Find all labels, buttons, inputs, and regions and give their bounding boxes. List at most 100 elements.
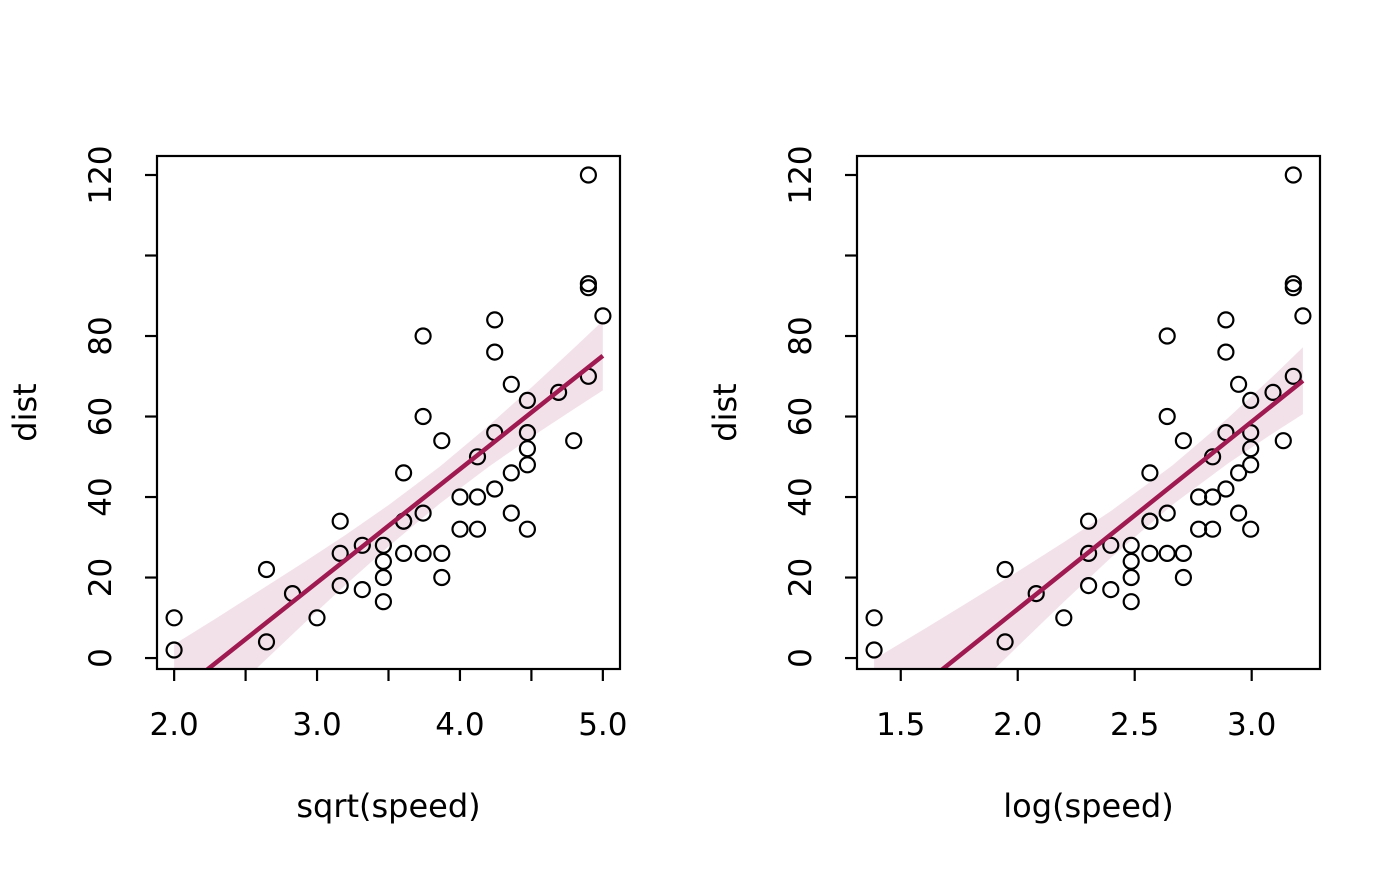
data-point xyxy=(1122,593,1140,611)
data-point xyxy=(1079,576,1098,595)
y-tick-label: 0 xyxy=(83,648,119,668)
x-tick-label: 3.0 xyxy=(1227,707,1276,743)
data-point xyxy=(1242,456,1260,474)
data-point xyxy=(1284,275,1302,293)
data-point xyxy=(1158,544,1176,563)
data-point xyxy=(1158,407,1176,426)
y-tick-label: 20 xyxy=(783,558,819,597)
y-tick-label: 60 xyxy=(83,397,119,436)
regression-line xyxy=(204,353,605,669)
data-point xyxy=(1122,552,1140,571)
data-point xyxy=(1158,327,1176,345)
data-point xyxy=(579,275,598,293)
data-point xyxy=(996,560,1014,579)
data-point xyxy=(331,544,349,563)
data-point xyxy=(486,343,504,361)
data-point xyxy=(1141,512,1159,530)
data-point xyxy=(502,464,520,482)
y-axis-title-left: dist xyxy=(6,383,44,441)
data-point xyxy=(1242,520,1260,538)
x-tick-label: 2.0 xyxy=(993,707,1042,743)
data-point xyxy=(1284,367,1302,385)
data-point xyxy=(414,407,432,426)
y-tick-label: 60 xyxy=(783,397,819,436)
data-point xyxy=(1217,311,1235,329)
data-point xyxy=(486,480,504,498)
confidence-band xyxy=(874,347,1303,669)
y-tick-label: 120 xyxy=(783,145,819,204)
plot-area xyxy=(865,166,1312,669)
data-point xyxy=(1217,480,1235,498)
data-point xyxy=(1264,383,1282,401)
data-point xyxy=(594,307,612,325)
data-point xyxy=(414,504,432,522)
y-tick-label: 80 xyxy=(83,316,119,355)
y-axis-title-right: dist xyxy=(706,383,744,441)
y-tick-label: 40 xyxy=(83,477,119,516)
y-tick-label: 40 xyxy=(783,477,819,516)
data-point xyxy=(1229,464,1248,482)
y-tick-label: 80 xyxy=(783,316,819,355)
data-point xyxy=(1141,544,1159,563)
data-point xyxy=(1102,580,1120,599)
data-point xyxy=(468,520,487,538)
data-point xyxy=(1274,432,1292,450)
x-axis-title-left: sqrt(speed) xyxy=(296,787,480,825)
data-point xyxy=(865,641,883,659)
data-point xyxy=(395,544,413,563)
data-point xyxy=(433,432,451,450)
data-point xyxy=(1141,464,1159,482)
x-tick-label: 1.5 xyxy=(876,707,925,743)
data-point xyxy=(257,560,276,579)
data-point xyxy=(1079,544,1098,563)
data-point xyxy=(502,375,520,393)
data-point xyxy=(1079,512,1098,530)
data-point xyxy=(1229,375,1248,393)
data-point xyxy=(165,609,183,627)
y-tick-label: 0 xyxy=(783,648,819,668)
plot-box xyxy=(855,154,1322,671)
data-point xyxy=(468,448,487,466)
plot-area xyxy=(165,166,612,669)
regression-line xyxy=(939,378,1305,669)
x-axis-title-right: log(speed) xyxy=(1003,787,1173,825)
data-point xyxy=(308,609,326,627)
data-point xyxy=(1158,504,1176,522)
data-point xyxy=(1229,504,1248,522)
data-point xyxy=(518,520,537,538)
data-point xyxy=(468,488,487,506)
data-point xyxy=(518,391,537,409)
panel-sqrt-speed-: 2.0 3.0 4.0 5.0 0 20 40 60 80 120 xyxy=(83,145,628,743)
confidence-band xyxy=(174,320,603,669)
x-tick-label: 5.0 xyxy=(578,707,627,743)
x-tick-label: 4.0 xyxy=(435,707,484,743)
data-point xyxy=(518,456,537,474)
data-point xyxy=(451,488,469,506)
y-tick-label: 20 xyxy=(83,558,119,597)
data-point xyxy=(1122,568,1140,587)
data-point xyxy=(1102,536,1120,554)
data-point xyxy=(257,633,276,651)
data-point xyxy=(486,311,504,329)
x-tick-label: 2.5 xyxy=(1110,707,1159,743)
data-point xyxy=(996,633,1014,651)
data-point xyxy=(1242,391,1260,409)
data-point xyxy=(549,383,568,401)
data-point xyxy=(1027,584,1045,603)
data-point xyxy=(1203,520,1222,538)
data-point xyxy=(1122,536,1140,554)
data-point xyxy=(1284,166,1302,184)
data-point xyxy=(374,552,392,571)
data-point xyxy=(1055,609,1073,627)
x-tick-label: 2.0 xyxy=(149,707,198,743)
data-point xyxy=(518,424,537,442)
data-point xyxy=(414,327,432,345)
data-point xyxy=(579,166,598,184)
data-point xyxy=(353,536,371,554)
data-point xyxy=(1189,488,1208,506)
data-point xyxy=(1242,440,1260,458)
data-point xyxy=(1174,432,1193,450)
data-point xyxy=(518,440,537,458)
